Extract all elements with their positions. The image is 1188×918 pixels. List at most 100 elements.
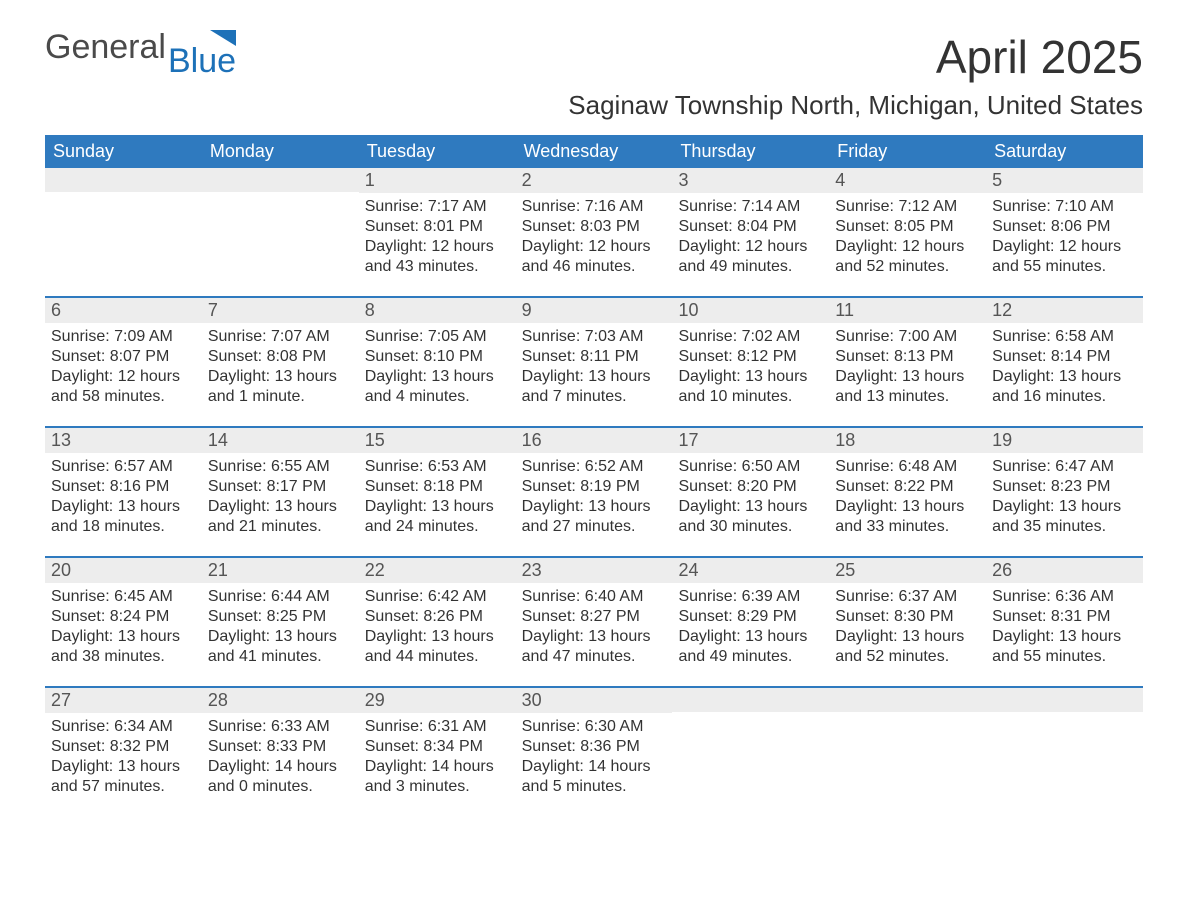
sunrise-label: Sunrise: (365, 718, 428, 735)
calendar-day: 2Sunrise: 7:16 AMSunset: 8:03 PMDaylight… (516, 168, 673, 296)
day-number: 18 (829, 428, 986, 453)
daylight-label: Daylight: (992, 238, 1059, 255)
sunrise-label: Sunrise: (208, 458, 271, 475)
sunset-value: 8:20 PM (737, 478, 797, 495)
calendar-day: 20Sunrise: 6:45 AMSunset: 8:24 PMDayligh… (45, 558, 202, 686)
sunset-label: Sunset: (51, 348, 110, 365)
sunset-label: Sunset: (992, 348, 1051, 365)
day-number: 30 (516, 688, 673, 713)
sunrise-label: Sunrise: (678, 328, 741, 345)
logo-part2: Blue (168, 44, 236, 78)
sunrise-value: 6:42 AM (428, 588, 487, 605)
day-details: Sunrise: 6:36 AMSunset: 8:31 PMDaylight:… (986, 583, 1143, 667)
sunset-label: Sunset: (678, 348, 737, 365)
daylight-label: Daylight: (678, 238, 745, 255)
sunset-value: 8:13 PM (894, 348, 954, 365)
sunrise-label: Sunrise: (678, 588, 741, 605)
calendar-day: 1Sunrise: 7:17 AMSunset: 8:01 PMDaylight… (359, 168, 516, 296)
sunset-value: 8:06 PM (1051, 218, 1111, 235)
daylight-line: Daylight: 12 hours and 58 minutes. (51, 367, 196, 407)
calendar-week: 27Sunrise: 6:34 AMSunset: 8:32 PMDayligh… (45, 686, 1143, 816)
calendar-day: 21Sunrise: 6:44 AMSunset: 8:25 PMDayligh… (202, 558, 359, 686)
day-number: 23 (516, 558, 673, 583)
sunset-label: Sunset: (208, 478, 267, 495)
sunset-line: Sunset: 8:03 PM (522, 217, 667, 237)
daylight-line: Daylight: 13 hours and 38 minutes. (51, 627, 196, 667)
calendar-day: 19Sunrise: 6:47 AMSunset: 8:23 PMDayligh… (986, 428, 1143, 556)
calendar-day: 13Sunrise: 6:57 AMSunset: 8:16 PMDayligh… (45, 428, 202, 556)
daylight-line: Daylight: 12 hours and 52 minutes. (835, 237, 980, 277)
sunset-value: 8:25 PM (267, 608, 327, 625)
sunset-label: Sunset: (51, 478, 110, 495)
sunset-value: 8:07 PM (110, 348, 170, 365)
weekday-header: Wednesday (516, 135, 673, 168)
sunset-line: Sunset: 8:26 PM (365, 607, 510, 627)
calendar-day: 7Sunrise: 7:07 AMSunset: 8:08 PMDaylight… (202, 298, 359, 426)
sunset-value: 8:17 PM (267, 478, 327, 495)
sunrise-line: Sunrise: 7:09 AM (51, 327, 196, 347)
sunrise-label: Sunrise: (522, 198, 585, 215)
day-details: Sunrise: 7:00 AMSunset: 8:13 PMDaylight:… (829, 323, 986, 407)
sunrise-line: Sunrise: 7:16 AM (522, 197, 667, 217)
sunset-label: Sunset: (835, 608, 894, 625)
sunrise-value: 6:50 AM (742, 458, 801, 475)
sunrise-label: Sunrise: (522, 458, 585, 475)
sunrise-label: Sunrise: (835, 588, 898, 605)
day-details: Sunrise: 6:52 AMSunset: 8:19 PMDaylight:… (516, 453, 673, 537)
sunset-label: Sunset: (835, 478, 894, 495)
sunset-value: 8:29 PM (737, 608, 797, 625)
daylight-line: Daylight: 13 hours and 30 minutes. (678, 497, 823, 537)
sunrise-label: Sunrise: (835, 458, 898, 475)
weekday-header: Thursday (672, 135, 829, 168)
sunset-label: Sunset: (678, 478, 737, 495)
day-number (829, 688, 986, 712)
logo-blue-wrap: Blue (168, 30, 236, 78)
sunset-value: 8:24 PM (110, 608, 170, 625)
day-details: Sunrise: 6:37 AMSunset: 8:30 PMDaylight:… (829, 583, 986, 667)
daylight-label: Daylight: (835, 368, 902, 385)
sunrise-value: 6:47 AM (1055, 458, 1114, 475)
sunset-line: Sunset: 8:12 PM (678, 347, 823, 367)
daylight-label: Daylight: (678, 368, 745, 385)
sunset-label: Sunset: (208, 348, 267, 365)
weekday-header: Tuesday (359, 135, 516, 168)
calendar-day: 12Sunrise: 6:58 AMSunset: 8:14 PMDayligh… (986, 298, 1143, 426)
daylight-line: Daylight: 14 hours and 5 minutes. (522, 757, 667, 797)
day-number: 1 (359, 168, 516, 193)
daylight-line: Daylight: 13 hours and 24 minutes. (365, 497, 510, 537)
sunrise-value: 6:52 AM (585, 458, 644, 475)
sunset-value: 8:36 PM (580, 738, 640, 755)
sunrise-line: Sunrise: 6:55 AM (208, 457, 353, 477)
day-number: 5 (986, 168, 1143, 193)
sunrise-value: 7:16 AM (585, 198, 644, 215)
sunset-label: Sunset: (835, 218, 894, 235)
sunrise-value: 6:30 AM (585, 718, 644, 735)
calendar-day: 28Sunrise: 6:33 AMSunset: 8:33 PMDayligh… (202, 688, 359, 816)
sunset-line: Sunset: 8:04 PM (678, 217, 823, 237)
calendar-day: 27Sunrise: 6:34 AMSunset: 8:32 PMDayligh… (45, 688, 202, 816)
sunset-value: 8:34 PM (423, 738, 483, 755)
daylight-line: Daylight: 13 hours and 27 minutes. (522, 497, 667, 537)
daylight-line: Daylight: 13 hours and 13 minutes. (835, 367, 980, 407)
day-details: Sunrise: 6:40 AMSunset: 8:27 PMDaylight:… (516, 583, 673, 667)
sunrise-line: Sunrise: 6:45 AM (51, 587, 196, 607)
weekday-header: Monday (202, 135, 359, 168)
sunrise-value: 7:00 AM (898, 328, 957, 345)
sunset-line: Sunset: 8:25 PM (208, 607, 353, 627)
daylight-line: Daylight: 13 hours and 55 minutes. (992, 627, 1137, 667)
daylight-label: Daylight: (992, 498, 1059, 515)
day-number: 19 (986, 428, 1143, 453)
sunrise-line: Sunrise: 6:40 AM (522, 587, 667, 607)
day-details: Sunrise: 7:07 AMSunset: 8:08 PMDaylight:… (202, 323, 359, 407)
day-details: Sunrise: 6:55 AMSunset: 8:17 PMDaylight:… (202, 453, 359, 537)
day-number (672, 688, 829, 712)
calendar-day: 23Sunrise: 6:40 AMSunset: 8:27 PMDayligh… (516, 558, 673, 686)
sunset-value: 8:11 PM (580, 348, 638, 365)
sunset-value: 8:04 PM (737, 218, 797, 235)
day-number: 24 (672, 558, 829, 583)
sunset-line: Sunset: 8:31 PM (992, 607, 1137, 627)
daylight-line: Daylight: 13 hours and 1 minute. (208, 367, 353, 407)
calendar-day: 30Sunrise: 6:30 AMSunset: 8:36 PMDayligh… (516, 688, 673, 816)
daylight-line: Daylight: 12 hours and 55 minutes. (992, 237, 1137, 277)
daylight-label: Daylight: (522, 238, 589, 255)
